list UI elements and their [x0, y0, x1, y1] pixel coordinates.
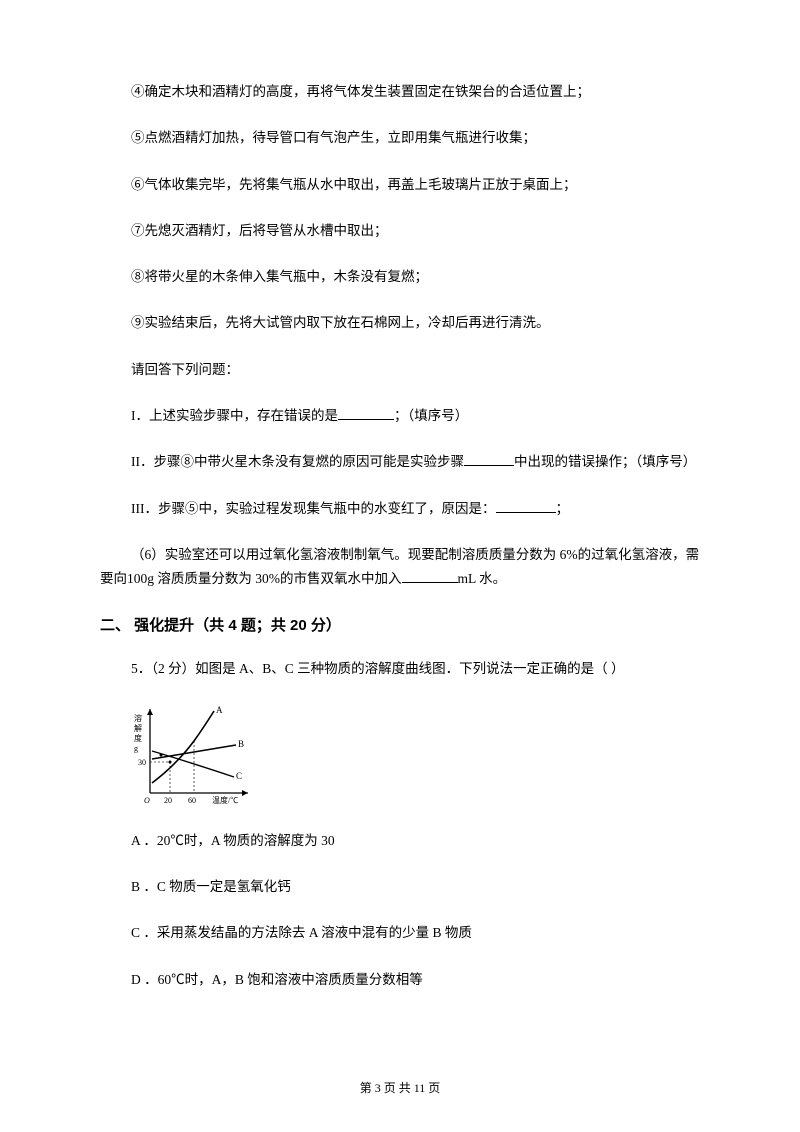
x-axis-label: 温度/℃ [212, 795, 238, 805]
series-a-label: A [216, 705, 223, 715]
step-4: ④确定木块和酒精灯的高度，再将气体发生装置固定在铁架台的合适位置上； [100, 80, 700, 104]
x-tick-60: 60 [188, 796, 196, 805]
step-8: ⑧将带火星的木条伸入集气瓶中，木条没有复燃； [100, 265, 700, 289]
q2-blank[interactable] [464, 453, 514, 467]
section-2-heading: 二、 强化提升（共 4 题；共 20 分） [100, 614, 700, 635]
option-a: A ．20℃时，A 物质的溶解度为 30 [100, 829, 700, 853]
ylabel-3: 度 [134, 733, 142, 743]
step-9: ⑨实验结束后，先将大试管内取下放在石棉网上，冷却后再进行清洗。 [100, 311, 700, 335]
prompt-answer: 请回答下列问题： [100, 358, 700, 382]
q2-post: 中出现的错误操作；（填序号） [514, 454, 696, 469]
question-i: I．上述实验步骤中，存在错误的是 ；（填序号） [100, 404, 700, 428]
question-5-stem: 5．（2 分）如图是 A、B、C 三种物质的溶解度曲线图．下列说法一定正确的是（… [100, 657, 700, 681]
series-c-label: C [236, 771, 242, 781]
option-b: B ．C 物质一定是氢氧化钙 [100, 875, 700, 899]
q3-post: ； [556, 501, 570, 516]
q6-post: mL 水。 [458, 571, 507, 586]
ylabel-4: g [134, 744, 138, 753]
step-7: ⑦先熄灭酒精灯，后将导管从水槽中取出； [100, 219, 700, 243]
ylabel-1: 溶 [134, 713, 142, 723]
page-footer: 第 3 页 共 11 页 [0, 1079, 800, 1096]
solubility-chart: 溶 解 度 g 30 O 20 60 温度/℃ A B C [126, 703, 700, 807]
x-tick-20: 20 [164, 796, 172, 805]
q3-blank[interactable] [496, 499, 556, 513]
origin-label: O [144, 796, 150, 805]
option-c: C ．采用蒸发结晶的方法除去 A 溶液中混有的少量 B 物质 [100, 921, 700, 945]
question-iii: III．步骤⑤中，实验过程发现集气瓶中的水变红了，原因是： ； [100, 497, 700, 521]
q6-pre: （6）实验室还可以用过氧化氢溶液制制氧气。现要配制溶质质量分数为 6%的过氧化氢… [100, 547, 699, 586]
q3-pre: III．步骤⑤中，实验过程发现集气瓶中的水变红了，原因是： [131, 501, 496, 516]
q1-post: ；（填序号） [394, 408, 468, 423]
step-5: ⑤点燃酒精灯加热，待导管口有气泡产生，立即用集气瓶进行收集； [100, 126, 700, 150]
step-6: ⑥气体收集完毕，先将集气瓶从水中取出，再盖上毛玻璃片正放于桌面上； [100, 173, 700, 197]
chart-svg: 溶 解 度 g 30 O 20 60 温度/℃ A B C [126, 703, 256, 807]
ylabel-2: 解 [134, 723, 142, 733]
q1-blank[interactable] [338, 407, 394, 421]
option-d: D ．60℃时，A，B 饱和溶液中溶质质量分数相等 [100, 968, 700, 992]
y-tick-30: 30 [138, 758, 146, 767]
question-6: （6）实验室还可以用过氧化氢溶液制制氧气。现要配制溶质质量分数为 6%的过氧化氢… [100, 543, 700, 592]
q6-blank[interactable] [402, 570, 458, 584]
q2-pre: II．步骤⑧中带火星木条没有复燃的原因可能是实验步骤 [131, 454, 464, 469]
q1-pre: I．上述实验步骤中，存在错误的是 [131, 408, 338, 423]
series-b-label: B [238, 739, 244, 749]
question-ii: II．步骤⑧中带火星木条没有复燃的原因可能是实验步骤 中出现的错误操作；（填序号） [100, 450, 700, 474]
